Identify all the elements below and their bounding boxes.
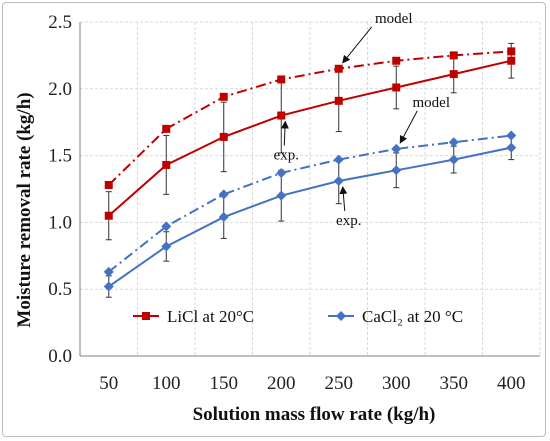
series-line — [108, 146, 512, 288]
annotation-label: model — [413, 95, 451, 111]
data-point — [161, 221, 172, 232]
x-tick-label: 200 — [267, 373, 296, 394]
annotation-label: exp. — [274, 148, 299, 164]
annotation-arrow — [399, 110, 418, 144]
data-point — [449, 51, 458, 60]
data-point — [103, 281, 114, 292]
data-point — [277, 75, 286, 84]
data-point — [104, 180, 113, 189]
y-tick-label: 1.0 — [48, 212, 72, 233]
series-1-model — [104, 47, 516, 189]
data-point — [277, 111, 286, 120]
annotation-arrow — [280, 120, 289, 146]
data-point — [448, 137, 459, 148]
annotation-arrow — [339, 185, 348, 212]
data-point — [162, 160, 171, 169]
data-point — [333, 154, 344, 165]
data-point — [391, 165, 402, 176]
series-line — [108, 50, 512, 186]
annotation-label: exp. — [336, 213, 361, 229]
x-tick-label: 50 — [99, 373, 118, 394]
x-tick-labels: 50 100 150 200 250 300 350 400 — [99, 373, 525, 394]
data-point — [448, 154, 459, 165]
x-tick-label: 100 — [152, 373, 181, 394]
data-point — [336, 311, 346, 321]
data-point — [219, 132, 228, 141]
data-point — [276, 167, 287, 178]
data-point — [392, 83, 401, 92]
annotations: model exp. model exp. — [274, 11, 450, 229]
x-axis-title: Solution mass flow rate (kg/h) — [193, 404, 436, 425]
y-tick-label: 1.5 — [48, 146, 72, 167]
annotation-label: model — [375, 11, 413, 27]
series-line — [108, 59, 512, 217]
data-point — [506, 130, 517, 141]
y-tick-label: 0.0 — [48, 346, 72, 367]
series-0-exp — [104, 42, 516, 241]
y-tick-label: 2.0 — [48, 79, 72, 100]
legend-label: CaCl₂ at 20 °C — [362, 307, 463, 326]
data-point — [218, 189, 229, 200]
data-point — [507, 56, 516, 65]
x-tick-label: 350 — [440, 373, 469, 394]
data-point — [506, 142, 517, 153]
data-point — [334, 96, 343, 105]
series-group — [103, 42, 517, 298]
data-point — [507, 47, 516, 56]
data-point — [161, 241, 172, 252]
y-tick-labels: 0.0 0.5 1.0 1.5 2.0 2.5 — [48, 12, 72, 367]
data-point — [392, 56, 401, 65]
x-tick-label: 150 — [210, 373, 239, 394]
data-point — [103, 266, 114, 277]
annotation-arrow — [342, 26, 373, 64]
x-tick-label: 300 — [382, 373, 411, 394]
series-line — [108, 134, 512, 273]
data-point — [334, 64, 343, 73]
x-tick-label: 400 — [497, 373, 526, 394]
y-tick-label: 2.5 — [48, 12, 72, 33]
legend-item-1: CaCl₂ at 20 °C — [328, 307, 463, 326]
data-point — [162, 124, 171, 133]
data-point — [391, 143, 402, 154]
legend-item-0: LiCl at 20°C — [133, 307, 254, 326]
data-point — [449, 70, 458, 79]
data-point — [276, 190, 287, 201]
axes — [79, 22, 540, 357]
y-axis-title: Moisture removal rate (kg/h) — [14, 92, 35, 327]
legend: LiCl at 20°C CaCl₂ at 20 °C — [133, 307, 463, 326]
data-point — [333, 175, 344, 186]
data-point — [142, 312, 150, 320]
data-point — [104, 211, 113, 220]
legend-label: LiCl at 20°C — [167, 307, 254, 326]
data-point — [218, 212, 229, 223]
data-point — [219, 92, 228, 101]
series-3-model — [103, 130, 517, 277]
x-tick-label: 250 — [325, 373, 354, 394]
y-tick-label: 0.5 — [48, 279, 72, 300]
